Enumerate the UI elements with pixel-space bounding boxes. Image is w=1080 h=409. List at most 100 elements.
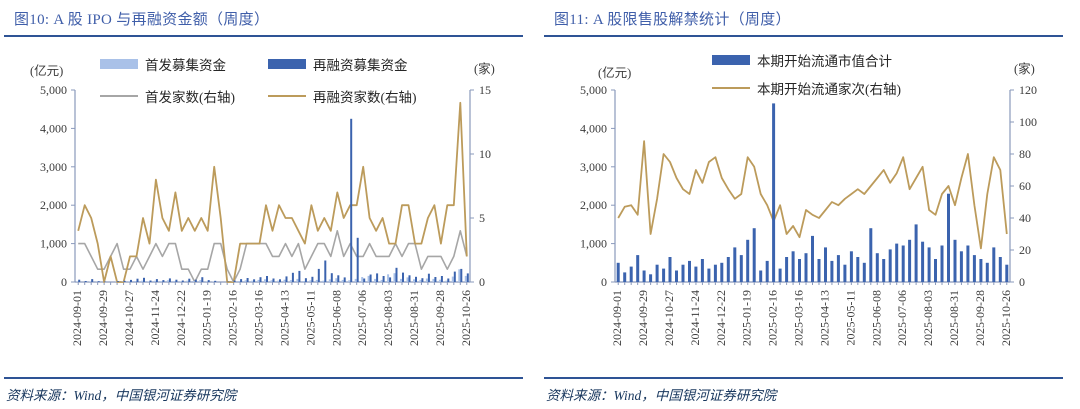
y-axis-tick-label: 2,000 [580, 198, 607, 212]
legend-label: 本期开始流通市值合计 [757, 54, 892, 69]
x-axis-tick-label: 2025-03-16 [792, 290, 806, 346]
legend-swatch-line-gray [100, 94, 138, 98]
legend-swatch-line-tan [268, 94, 306, 98]
bar-series [78, 118, 469, 282]
y-axis-tick-label: 5,000 [580, 83, 607, 97]
y2-axis-tick-label: 40 [1019, 211, 1031, 225]
chart-title: 图10: A 股 IPO 与再融资金额（周度） [14, 12, 270, 28]
line-series [78, 230, 468, 283]
legend-label: 首发家数(右轴) [145, 90, 235, 105]
x-axis-tick-label: 2025-06-08 [869, 290, 883, 346]
x-axis-tick-label: 2025-09-28 [973, 290, 987, 346]
y-axis-tick-label: 3,000 [580, 160, 607, 174]
y2-axis-tick-label: 120 [1019, 83, 1037, 97]
y2-axis-tick-label: 20 [1019, 243, 1031, 257]
y-axis-tick-label: 1,000 [580, 237, 607, 251]
legend: 本期开始流通市值合计 本期开始流通家次(右轴) [712, 50, 901, 98]
line-series [77, 101, 468, 283]
legend-swatch-bar-dark [268, 59, 306, 69]
x-axis-tick-label: 2025-09-28 [433, 290, 447, 346]
source-note: 资料来源：Wind，中国银河证券研究院 [546, 388, 777, 403]
y2-axis-tick-label: 0 [479, 275, 485, 289]
x-axis-tick-label: 2025-06-08 [329, 290, 343, 346]
legend-label: 再融资家数(右轴) [313, 90, 417, 105]
x-axis-tick-label: 2025-08-31 [947, 290, 961, 346]
x-axis-tick-label: 2024-12-22 [174, 290, 188, 346]
x-axis-tick-label: 2024-12-22 [714, 290, 728, 346]
source-note: 资料来源：Wind，中国银河证券研究院 [6, 388, 237, 403]
y2-axis-tick-label: 100 [1019, 115, 1037, 129]
x-axis-tick-label: 2025-07-06 [355, 290, 369, 346]
legend-label: 本期开始流通家次(右轴) [757, 82, 901, 97]
legend-swatch-bar-light [100, 59, 138, 69]
x-axis-tick-label: 2024-11-24 [688, 290, 702, 346]
source-divider [4, 377, 523, 379]
y-axis-tick-label: 0 [601, 275, 607, 289]
x-axis-tick-label: 2024-11-24 [148, 290, 162, 346]
legend-label: 首发募集资金 [145, 58, 226, 73]
x-axis-tick-label: 2024-10-27 [122, 290, 136, 346]
legend-label: 再融资募集资金 [313, 58, 408, 73]
y2-axis-tick-label: 0 [1019, 275, 1025, 289]
y-axis-tick-label: 1,000 [40, 237, 67, 251]
panel-ipo-refinancing: 图10: A 股 IPO 与再融资金额（周度） (亿元) (家) 首发募集资金 … [4, 12, 523, 403]
y2-axis-tick-label: 10 [479, 147, 491, 161]
right-axis-unit: (家) [474, 62, 495, 76]
unlock-stats-combo-chart: 0 1,000 2,000 3,000 4,000 5,000 0 20 40 60 80 100 12… [580, 83, 1037, 346]
legend-swatch-line-tan [712, 86, 750, 90]
bar-series [76, 269, 467, 282]
legend-item-refi-funds: 再融资募集资金 [268, 54, 436, 74]
axes: 0 1,000 2,000 3,000 4,000 5,000 0 20 40 60 80 100 12… [580, 83, 1037, 346]
x-axis-tick-label: 2024-10-27 [662, 290, 676, 346]
x-axis-tick-label: 2025-01-19 [740, 290, 754, 346]
y-axis-tick-label: 0 [61, 275, 67, 289]
x-axis-tick-label: 2025-02-16 [766, 290, 780, 346]
legend: 首发募集资金 再融资募集资金 首发家数(右轴) 再融资家数(右轴) [100, 54, 436, 106]
y-axis-tick-label: 5,000 [40, 83, 67, 97]
chart-title: 图11: A 股限售股解禁统计（周度） [554, 12, 791, 28]
x-axis-tick-label: 2025-07-06 [895, 290, 909, 346]
x-axis-tick-label: 2025-08-03 [921, 290, 935, 346]
legend-swatch-bar-dark [712, 55, 750, 65]
x-axis-tick-label: 2025-05-11 [843, 290, 857, 346]
y2-axis-tick-label: 80 [1019, 147, 1031, 161]
ipo-refinancing-combo-chart: 0 1,000 2,000 3,000 4,000 5,000 0 5 10 15 2024-09-… [40, 83, 491, 346]
y2-axis-tick-label: 15 [479, 83, 491, 97]
x-axis-tick-label: 2025-08-03 [381, 290, 395, 346]
bar-series [616, 103, 1009, 283]
legend-item-ipo-count: 首发家数(右轴) [100, 86, 268, 106]
source-divider [544, 377, 1063, 379]
x-axis-tick-label: 2024-09-29 [96, 290, 110, 346]
x-axis-tick-label: 2025-04-13 [277, 290, 291, 346]
axes: 0 1,000 2,000 3,000 4,000 5,000 0 5 10 15 2024-09-… [40, 83, 491, 346]
left-axis-unit: (亿元) [30, 64, 64, 78]
x-axis-tick-label: 2025-05-11 [303, 290, 317, 346]
y-axis-tick-label: 2,000 [40, 198, 67, 212]
x-axis-tick-label: 2025-10-26 [459, 290, 473, 346]
legend-item-refi-count: 再融资家数(右轴) [268, 86, 436, 106]
legend-item-ipo-funds: 首发募集资金 [100, 54, 268, 74]
x-axis-tick-label: 2025-04-13 [817, 290, 831, 346]
y-axis-tick-label: 4,000 [40, 121, 67, 135]
x-axis-tick-label: 2025-01-19 [200, 290, 214, 346]
y2-axis-tick-label: 5 [479, 211, 485, 225]
panel-unlock-stats: 图11: A 股限售股解禁统计（周度） (亿元) (家) 本期开始流通市值合计 … [540, 0, 1080, 409]
x-axis-tick-label: 2025-02-16 [226, 290, 240, 346]
title-underline [544, 35, 1063, 37]
x-axis-tick-label: 2025-08-31 [407, 290, 421, 346]
x-axis-tick-label: 2025-03-16 [252, 290, 266, 346]
legend-item-unlock-count: 本期开始流通家次(右轴) [712, 78, 901, 98]
left-axis-unit: (亿元) [598, 66, 632, 80]
y2-axis-tick-label: 60 [1019, 179, 1031, 193]
x-axis-tick-label: 2025-10-26 [999, 290, 1013, 346]
x-axis-tick-label: 2024-09-01 [610, 290, 624, 346]
right-axis-unit: (家) [1014, 62, 1035, 76]
x-axis-tick-label: 2024-09-29 [636, 290, 650, 346]
line-series [617, 140, 1008, 250]
x-axis-tick-label: 2024-09-01 [70, 290, 84, 346]
y-axis-tick-label: 4,000 [580, 121, 607, 135]
y-axis-tick-label: 3,000 [40, 160, 67, 174]
title-underline [4, 35, 523, 37]
legend-item-unlock-value: 本期开始流通市值合计 [712, 50, 901, 70]
